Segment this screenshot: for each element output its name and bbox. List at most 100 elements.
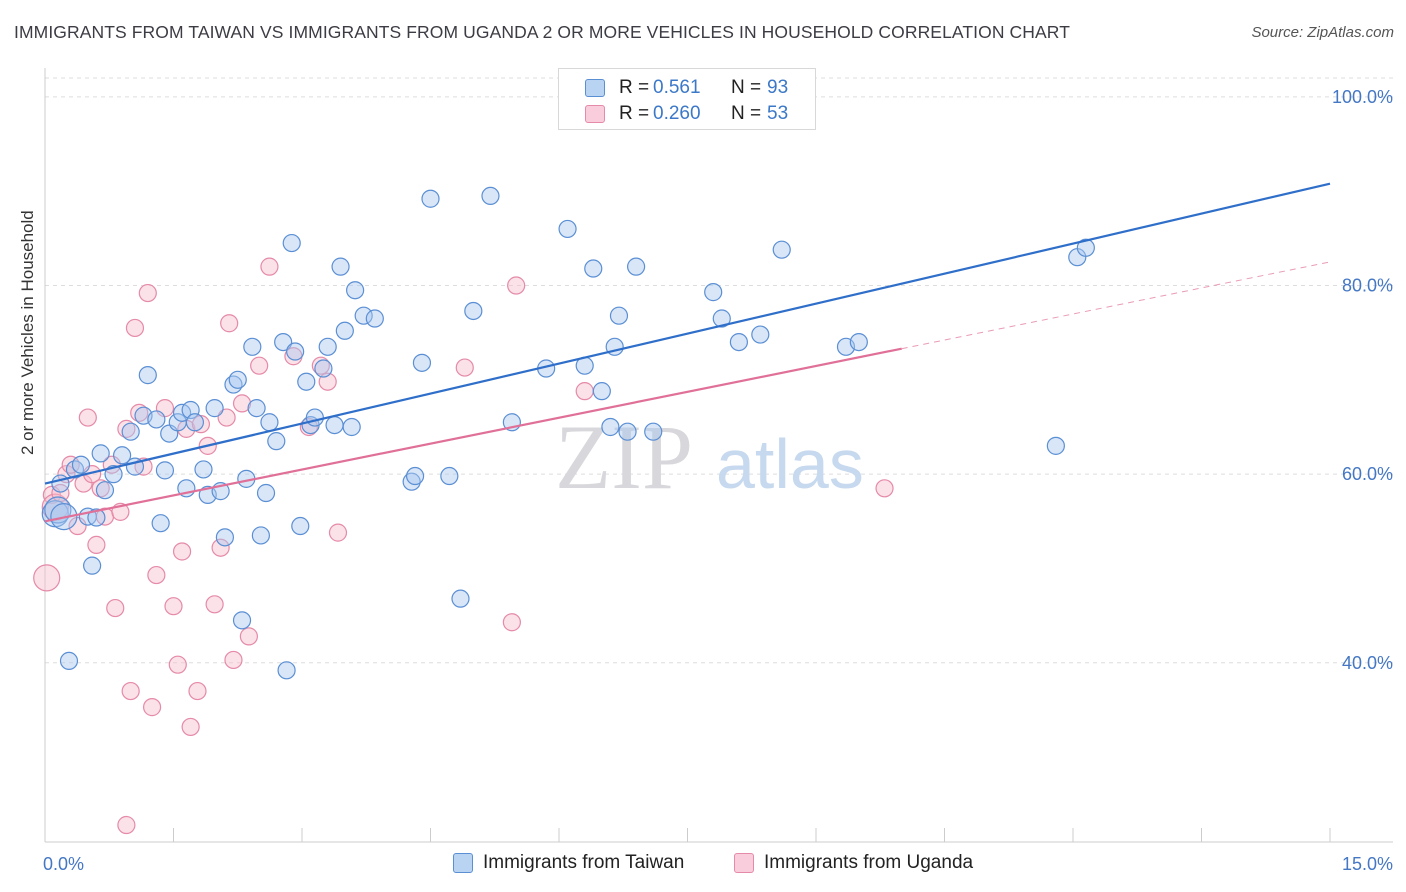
source-label: Source: ZipAtlas.com (1251, 24, 1394, 41)
taiwan-point (592, 382, 611, 401)
taiwan-point (365, 309, 384, 328)
uganda-point (260, 257, 279, 276)
taiwan-point (644, 422, 663, 441)
grid-lines (45, 77, 1393, 664)
uganda-point (250, 356, 269, 375)
taiwan-point (405, 466, 425, 486)
taiwan-point (232, 611, 252, 630)
taiwan-point (464, 301, 483, 321)
uganda-point (220, 314, 239, 333)
y-tick-label: 40.0% (1342, 653, 1393, 673)
taiwan-point (318, 337, 337, 356)
bottom-legend-swatch-taiwan (453, 853, 473, 873)
x-tick-label: 15.0% (1342, 854, 1393, 874)
taiwan-point (267, 432, 286, 451)
taiwan-point (704, 283, 723, 302)
taiwan-point (325, 416, 344, 435)
taiwan-point (138, 366, 157, 385)
taiwan-point (751, 325, 770, 344)
uganda-point (121, 681, 140, 701)
uganda-points (33, 257, 894, 835)
taiwan-point (297, 372, 316, 391)
uganda-point (217, 408, 236, 427)
uganda-point (455, 358, 474, 377)
uganda-point (168, 655, 187, 674)
taiwan-point (558, 219, 577, 239)
taiwan-point (251, 526, 270, 545)
taiwan-point (305, 408, 324, 427)
legend-n-value: 53 (767, 103, 789, 124)
taiwan-point (65, 460, 85, 479)
uganda-point (211, 538, 230, 557)
taiwan-trend-line (44, 182, 1331, 485)
uganda-point (87, 535, 106, 554)
uganda-point (205, 595, 224, 614)
taiwan-point (402, 472, 421, 491)
uganda-point (117, 815, 136, 835)
taiwan-point (346, 281, 365, 300)
taiwan-point (481, 186, 500, 206)
taiwan-point (849, 332, 868, 352)
tick-labels: 100.0% 80.0% 60.0% 40.0% 0.0% 15.0% (43, 87, 1393, 874)
taiwan-point (215, 528, 234, 547)
taiwan-point (354, 306, 373, 325)
taiwan-point (260, 413, 279, 432)
taiwan-point (1076, 238, 1095, 257)
uganda-point (181, 717, 200, 737)
taiwan-point (314, 359, 333, 378)
taiwan-point (243, 337, 262, 356)
taiwan-point (331, 257, 350, 276)
legend-swatch-uganda (585, 105, 605, 123)
taiwan-point (91, 444, 110, 463)
taiwan-point (59, 651, 79, 671)
bottom-legend-label-uganda: Immigrants from Uganda (764, 852, 974, 873)
taiwan-point (104, 465, 123, 484)
uganda-point (125, 318, 145, 338)
uganda-point (507, 276, 526, 295)
taiwan-point (601, 417, 620, 437)
taiwan-point (256, 483, 276, 503)
uganda-point (164, 597, 183, 616)
taiwan-point (151, 514, 170, 533)
bottom-legend-label-taiwan: Immigrants from Taiwan (483, 852, 685, 873)
taiwan-point (155, 461, 175, 480)
taiwan-point (83, 556, 102, 575)
legend-r-value: 0.561 (653, 77, 701, 98)
uganda-point (232, 394, 252, 413)
uganda-trend-line (44, 347, 902, 523)
taiwan-point (147, 410, 166, 429)
uganda-point (188, 681, 207, 701)
legend-r-value: 0.260 (653, 103, 701, 124)
uganda-point (142, 698, 162, 717)
taiwan-point (71, 455, 91, 474)
x-tick-label: 0.0% (43, 854, 84, 874)
taiwan-point (421, 189, 440, 208)
taiwan-point (584, 259, 603, 278)
taiwan-point (194, 460, 213, 479)
chart-title: IMMIGRANTS FROM TAIWAN VS IMMIGRANTS FRO… (14, 22, 1071, 42)
taiwan-point (412, 353, 432, 372)
taiwan-point (277, 661, 296, 680)
legend-r-label: R = (619, 103, 650, 124)
taiwan-point (95, 481, 115, 500)
taiwan-points (41, 87, 1095, 680)
axes (44, 68, 1393, 843)
taiwan-point (112, 446, 132, 465)
uganda-point (224, 650, 243, 670)
taiwan-point (205, 399, 224, 418)
y-tick-label: 100.0% (1332, 87, 1393, 107)
taiwan-point (121, 422, 140, 441)
uganda-point (311, 356, 330, 375)
y-tick-label: 60.0% (1342, 464, 1393, 484)
taiwan-point (291, 516, 310, 536)
uganda-point (33, 564, 61, 592)
legend-swatch-taiwan (585, 79, 605, 97)
legend-n-value: 93 (767, 77, 789, 98)
taiwan-point (609, 306, 629, 325)
taiwan-point (286, 342, 305, 361)
taiwan-point (712, 309, 731, 328)
uganda-point (575, 382, 594, 401)
taiwan-point (1046, 436, 1065, 455)
taiwan-point (228, 370, 247, 389)
